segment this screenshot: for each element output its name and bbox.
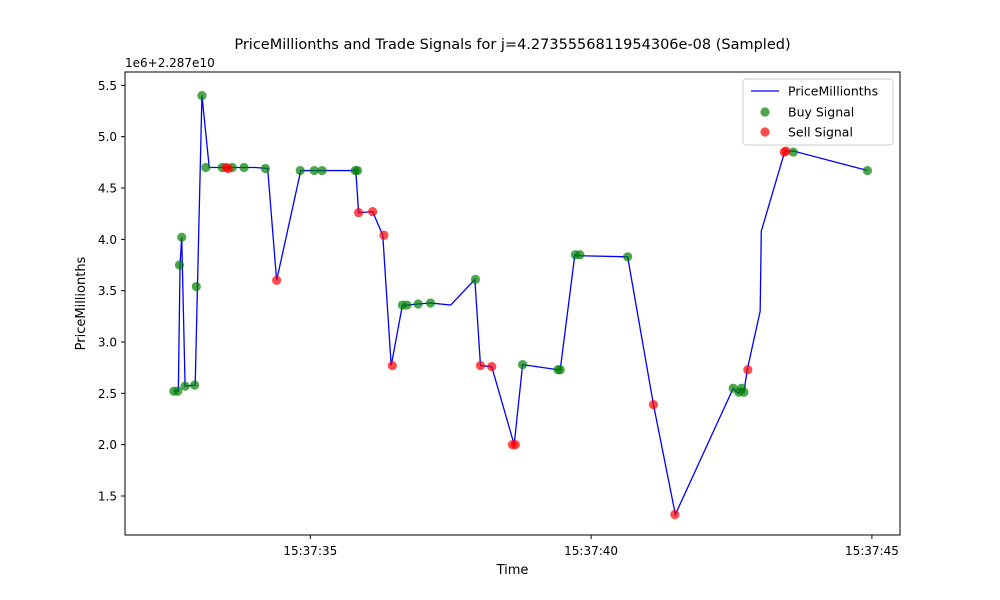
buy-signal-point: [260, 163, 270, 174]
sell-signal-point: [387, 361, 397, 371]
sell-signal-point: [670, 509, 680, 520]
x-tick-label: 15:37:35: [283, 544, 337, 558]
sell-signal-point: [354, 208, 364, 218]
buy-signal-point: [413, 299, 423, 309]
y-offset-label: 1e6+2.287e10: [125, 56, 215, 70]
y-tick-label: 3.0: [98, 335, 117, 349]
buy-signal-point: [295, 165, 305, 176]
legend-box: [742, 78, 894, 146]
y-tick-label: 4.0: [98, 233, 117, 247]
y-tick-label: 1.5: [98, 489, 117, 503]
sell-signal-point: [510, 440, 520, 450]
sell-signal-point: [368, 207, 378, 217]
y-tick-label: 2.0: [98, 438, 117, 452]
buy-signal-point: [180, 381, 190, 391]
buy-signal-point: [555, 365, 565, 375]
sell-signal-point: [743, 365, 753, 375]
plot-frame: [124, 71, 901, 536]
buy-signal-point: [352, 165, 363, 176]
y-axis: 1.5 2.0 2.5 3.0 3.5 4.0 4.5 5.0 5.5: [98, 79, 125, 503]
y-tick-label: 4.5: [98, 182, 117, 196]
legend-swatch-sell-signal: [760, 127, 770, 137]
buy-signal-point: [201, 162, 211, 173]
x-axis-label: Time: [496, 563, 529, 578]
buy-signal-point: [197, 91, 207, 101]
plot-area: [169, 91, 873, 520]
buy-signal-point: [575, 250, 585, 260]
sell-signal-point: [475, 361, 486, 371]
buy-signal-point: [174, 260, 185, 270]
sell-signal-point: [781, 146, 791, 156]
legend: PriceMillionths Buy Signal Sell Signal: [742, 78, 894, 146]
buy-signal-point: [317, 165, 327, 176]
buy-signal-point: [191, 281, 201, 292]
buy-signal-point: [309, 165, 319, 176]
legend-label-buy: Buy Signal: [788, 105, 854, 120]
buy-signal-point: [173, 386, 183, 396]
buy-signal-point: [623, 252, 633, 262]
buy-signal-point: [518, 359, 528, 370]
legend-label-price: PriceMillionths: [788, 84, 878, 99]
legend-swatch-buy-signal: [760, 107, 770, 117]
y-axis-label: PriceMillionths: [74, 256, 89, 350]
sell-signal-point: [223, 163, 233, 174]
buy-signal-point: [788, 147, 798, 157]
sell-signal-point: [272, 275, 282, 285]
sell-signal-point: [487, 362, 497, 372]
buy-signal-point: [177, 232, 187, 242]
buy-signal-point: [425, 298, 436, 308]
sell-signal-point: [648, 400, 659, 410]
x-axis: 15:37:35 15:37:40 15:37:45: [283, 535, 899, 558]
y-tick-label: 2.5: [98, 387, 117, 401]
buy-signal-point: [190, 380, 200, 390]
x-tick-label: 15:37:45: [845, 544, 899, 558]
y-tick-label: 5.0: [98, 130, 117, 144]
buy-signal-point: [862, 165, 873, 176]
chart-title: PriceMillionths and Trade Signals for j=…: [234, 37, 790, 53]
legend-label-sell: Sell Signal: [788, 125, 853, 140]
buy-signal-point: [739, 387, 749, 397]
buy-signal-point: [470, 274, 481, 284]
x-tick-label: 15:37:40: [564, 544, 618, 558]
y-tick-label: 5.5: [98, 79, 117, 93]
sell-signal-point: [379, 230, 389, 240]
y-tick-label: 3.5: [98, 284, 117, 298]
buy-signal-point: [402, 300, 412, 310]
buy-signal-point: [239, 162, 249, 173]
